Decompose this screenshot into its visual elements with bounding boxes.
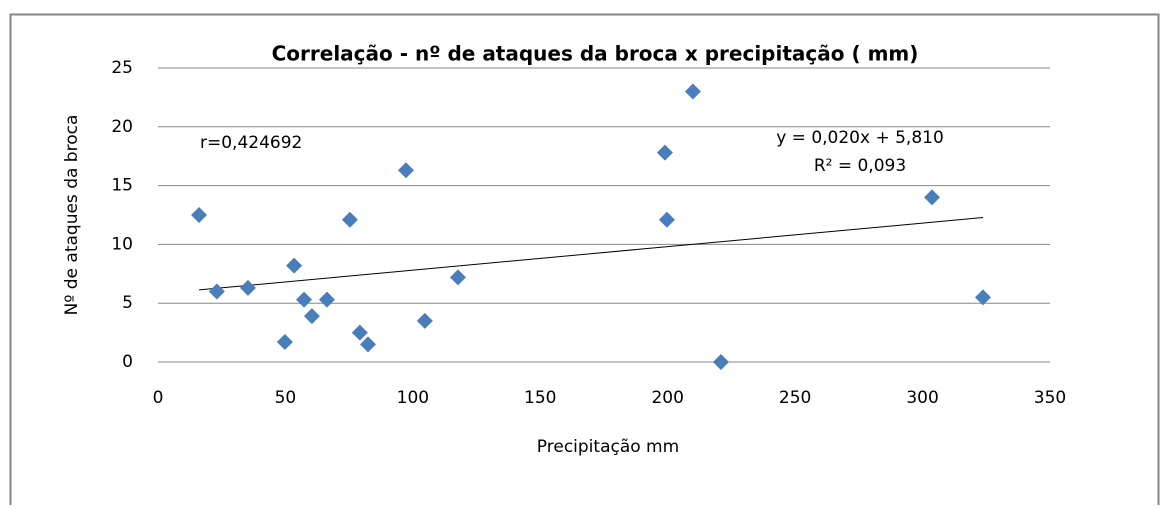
chart-frame (9, 13, 1160, 505)
point (974, 289, 991, 306)
y-tick-label: 15 (111, 176, 133, 196)
point (684, 83, 701, 100)
x-tick-label: 0 (153, 388, 164, 408)
chart-title: Correlação - nº de ataques da broca x pr… (272, 42, 919, 66)
x-tick-label: 150 (524, 388, 556, 408)
x-tick-label: 350 (1034, 388, 1066, 408)
y-tick-label: 0 (122, 352, 133, 372)
point (208, 283, 225, 300)
point (924, 189, 941, 206)
point (656, 144, 673, 161)
point (360, 336, 377, 353)
annotation: r=0,424692 (200, 133, 302, 153)
y-tick-label: 20 (111, 117, 133, 137)
point (318, 291, 335, 308)
y-tick-label: 5 (122, 293, 133, 313)
point (416, 312, 433, 329)
y-axis-label: Nº de ataques da broca (62, 115, 82, 316)
x-tick-label: 200 (651, 388, 683, 408)
x-tick-label: 100 (397, 388, 429, 408)
point (191, 207, 208, 223)
point (303, 308, 320, 325)
x-tick-label: 300 (906, 388, 938, 408)
y-tick-label: 25 (111, 58, 133, 78)
point (239, 279, 256, 296)
point (351, 324, 368, 341)
point (341, 211, 358, 228)
x-tick-label: 50 (275, 388, 297, 408)
point (296, 291, 313, 308)
x-axis-label: Precipitação mm (537, 437, 679, 457)
point (286, 257, 303, 274)
point (397, 162, 414, 179)
point (276, 334, 293, 351)
point (658, 211, 675, 228)
x-tick-label: 250 (779, 388, 811, 408)
trendline-equation: y = 0,020x + 5,810 (776, 128, 944, 148)
y-tick-label: 10 (111, 234, 133, 254)
point (449, 269, 466, 286)
point (712, 354, 729, 370)
trendline-r2: R² = 0,093 (814, 156, 906, 176)
trendline (198, 217, 984, 291)
